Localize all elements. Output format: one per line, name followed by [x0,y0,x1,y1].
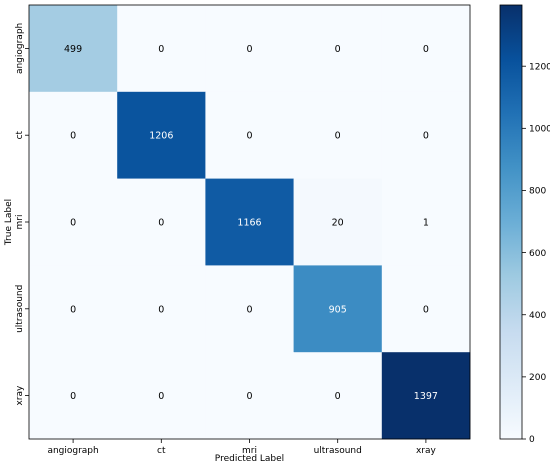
heatmap-cell [205,178,294,266]
cell-value-label: 0 [423,131,429,142]
cell-value-label: 0 [246,304,252,315]
cell-value-label: 0 [158,218,164,229]
cell-value-label: 1 [423,218,429,229]
cell-value-label: 0 [335,391,341,402]
cell-value-label: 0 [246,131,252,142]
colorbar-tick-label: 200 [529,373,546,383]
y-tick-label: ct [15,130,25,139]
colorbar: 0 200 400 600 800 1000 1200 [499,4,550,445]
y-axis-title: True Label [4,199,14,246]
cell-value-label: 20 [332,218,344,229]
cell-value-label: 0 [246,391,252,402]
heatmap-cell [29,5,118,93]
cell-value-label: 0 [423,44,429,55]
heatmap-cell [205,265,294,353]
colorbar-ticks: 0 200 400 600 800 1000 1200 [522,62,550,445]
colorbar-gradient [499,4,523,440]
heatmap-cell [293,265,383,353]
heatmap-cell [205,91,294,179]
heatmap-cell [29,91,118,179]
cell-value-label: 1166 [237,218,261,229]
y-tick-label: ultrasound [15,285,25,333]
cell-value-label: 0 [70,304,76,315]
cell-value-label: 905 [329,304,347,315]
x-tick-label: xray [416,446,437,456]
y-tick-label: mri [15,215,25,230]
heatmap-cell [117,5,206,93]
cell-value-label: 0 [158,304,164,315]
heatmap-cell [205,5,294,93]
y-tick-label: angiograph [15,23,25,74]
cell-value-label: 0 [246,44,252,55]
x-axis-ticks: angiograph ct mri ultrasound xray [47,439,437,456]
cell-value-label: 0 [423,304,429,315]
cell-value-label: 0 [70,218,76,229]
colorbar-tick-label: 0 [529,435,535,445]
heatmap-cell [205,352,294,440]
cell-value-label: 1397 [414,391,438,402]
heatmap-cell [381,91,471,179]
cell-value-label: 0 [70,391,76,402]
x-tick-label: ct [157,446,166,456]
heatmap-cell [293,178,383,266]
y-axis-ticks: angiograph ct mri ultrasound xray [15,23,29,406]
heatmap-cell [117,352,206,440]
heatmap-cell [29,352,118,440]
cell-value-label: 0 [335,131,341,142]
heatmap-cell [381,265,471,353]
heatmap-cell [381,352,471,440]
cell-value-label: 499 [64,44,82,55]
colorbar-tick-label: 400 [529,311,546,321]
heatmap-cells: 499 0 0 0 00 1206 0 0 00 0 1166 20 10 0 0 905 00 0 0 0 1397 [29,5,471,440]
x-tick-label: angiograph [47,446,98,456]
heatmap-cell [29,178,118,266]
colorbar-tick-label: 600 [529,249,546,259]
cell-value-label: 0 [335,44,341,55]
heatmap-cell [293,352,383,440]
heatmap-cell [117,178,206,266]
x-tick-label: mri [242,446,257,456]
x-axis-title: Predicted Label [215,454,284,464]
heatmap-cell [29,265,118,353]
cell-value-label: 0 [158,44,164,55]
colorbar-tick-label: 1000 [529,125,550,135]
x-tick-label: ultrasound [314,446,362,456]
cell-value-label: 0 [158,391,164,402]
cell-value-label: 1206 [149,131,173,142]
heatmap-cell [381,178,471,266]
y-tick-label: xray [15,385,25,406]
cell-value-label: 0 [70,131,76,142]
heatmap-cell [381,5,471,93]
heatmap-cell [117,265,206,353]
colorbar-tick-label: 800 [529,187,546,197]
heatmap-cell [293,5,383,93]
heatmap-cell [117,91,206,179]
colorbar-tick-label: 1200 [529,62,550,72]
heatmap-cell [293,91,383,179]
